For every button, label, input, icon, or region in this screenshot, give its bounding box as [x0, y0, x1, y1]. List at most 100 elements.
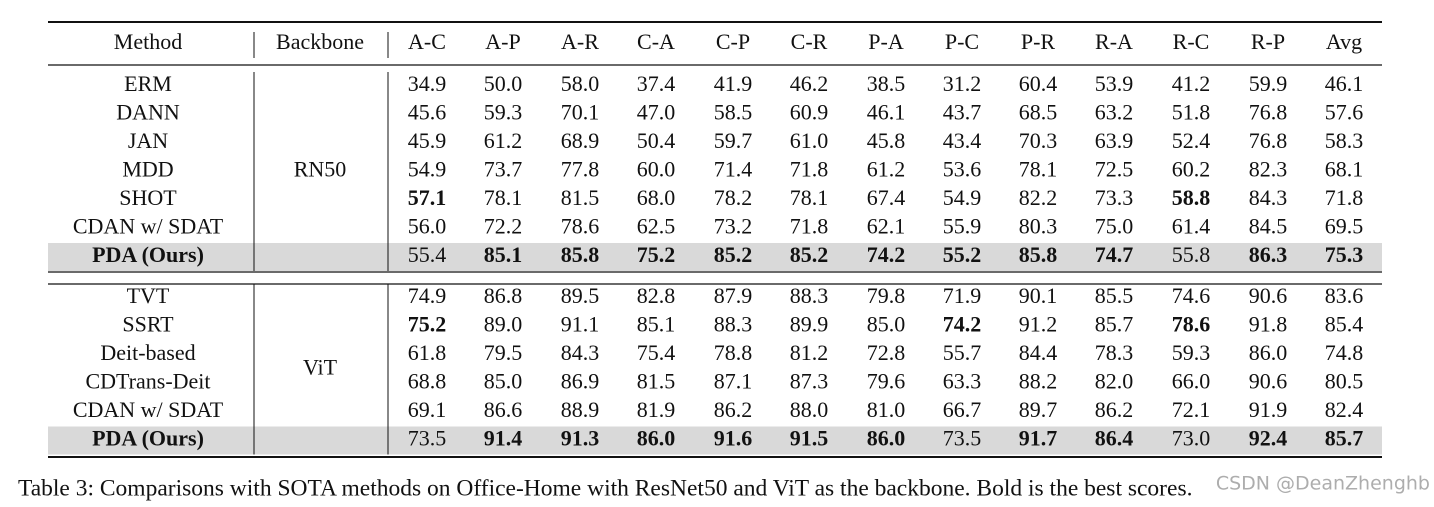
- score-cell: 60.9: [790, 100, 829, 125]
- score-cell: 75.3: [1325, 242, 1364, 267]
- score-cell: 62.1: [867, 214, 906, 239]
- score-cell: 68.5: [1019, 100, 1058, 125]
- score-cell: 52.4: [1172, 128, 1211, 153]
- score-cell: 51.8: [1172, 100, 1211, 125]
- score-cell: 89.7: [1019, 397, 1058, 422]
- score-cell: 57.6: [1325, 100, 1364, 125]
- method-cell: DANN: [116, 100, 180, 125]
- score-cell: 73.0: [1172, 426, 1211, 451]
- score-cell: 85.2: [714, 242, 753, 267]
- header-cell: Avg: [1326, 29, 1362, 54]
- header-cell: A-C: [408, 29, 446, 54]
- score-cell: 74.8: [1325, 340, 1364, 365]
- score-cell: 74.2: [867, 242, 906, 267]
- score-cell: 59.7: [714, 128, 753, 153]
- score-cell: 54.9: [408, 157, 447, 182]
- score-cell: 82.3: [1249, 157, 1288, 182]
- score-cell: 86.2: [714, 397, 753, 422]
- score-cell: 58.0: [561, 71, 600, 96]
- score-cell: 78.8: [714, 340, 753, 365]
- score-cell: 37.4: [637, 71, 676, 96]
- score-cell: 61.2: [484, 128, 523, 153]
- header-cell: Method: [114, 29, 182, 54]
- method-cell: Deit-based: [100, 340, 195, 365]
- score-cell: 75.2: [637, 242, 676, 267]
- score-cell: 86.0: [867, 426, 906, 451]
- score-cell: 55.4: [408, 242, 447, 267]
- header-cell: P-R: [1021, 29, 1056, 54]
- score-cell: 61.8: [408, 340, 447, 365]
- score-cell: 90.6: [1249, 283, 1288, 308]
- score-cell: 75.0: [1095, 214, 1134, 239]
- backbone-cell: ViT: [303, 354, 338, 379]
- score-cell: 81.2: [790, 340, 829, 365]
- score-cell: 78.2: [714, 185, 753, 210]
- score-cell: 55.9: [943, 214, 982, 239]
- score-cell: 78.6: [561, 214, 600, 239]
- score-cell: 87.9: [714, 283, 753, 308]
- score-cell: 86.4: [1095, 426, 1134, 451]
- backbone-cell: RN50: [294, 157, 347, 182]
- method-cell: ERM: [124, 71, 172, 96]
- score-cell: 57.1: [408, 185, 447, 210]
- score-cell: 80.3: [1019, 214, 1058, 239]
- score-cell: 78.1: [790, 185, 829, 210]
- score-cell: 41.2: [1172, 71, 1211, 96]
- score-cell: 62.5: [637, 214, 676, 239]
- score-cell: 61.0: [790, 128, 829, 153]
- method-cell: SSRT: [122, 312, 174, 337]
- score-cell: 58.8: [1172, 185, 1211, 210]
- score-cell: 74.2: [943, 312, 982, 337]
- header-cell: R-C: [1173, 29, 1210, 54]
- watermark: CSDN @DeanZhenghb: [1216, 473, 1430, 495]
- score-cell: 54.9: [943, 185, 982, 210]
- score-cell: 85.8: [1019, 242, 1058, 267]
- score-cell: 77.8: [561, 157, 600, 182]
- score-cell: 81.0: [867, 397, 906, 422]
- score-cell: 85.8: [561, 242, 600, 267]
- method-cell: CDAN w/ SDAT: [73, 397, 224, 422]
- score-cell: 46.2: [790, 71, 829, 96]
- header-cell: R-A: [1095, 29, 1133, 54]
- score-cell: 85.0: [867, 312, 906, 337]
- score-cell: 66.0: [1172, 369, 1211, 394]
- score-cell: 31.2: [943, 71, 982, 96]
- score-cell: 85.1: [637, 312, 676, 337]
- score-cell: 71.8: [790, 214, 829, 239]
- method-cell: SHOT: [119, 185, 177, 210]
- score-cell: 90.6: [1249, 369, 1288, 394]
- score-cell: 68.9: [561, 128, 600, 153]
- score-cell: 76.8: [1249, 128, 1288, 153]
- score-cell: 58.3: [1325, 128, 1364, 153]
- score-cell: 73.5: [408, 426, 447, 451]
- score-cell: 70.1: [561, 100, 600, 125]
- score-cell: 91.2: [1019, 312, 1058, 337]
- score-cell: 81.5: [637, 369, 676, 394]
- highlight-row: [48, 243, 1382, 271]
- score-cell: 60.4: [1019, 71, 1058, 96]
- score-cell: 73.3: [1095, 185, 1134, 210]
- caption: Table 3: Comparisons with SOTA methods o…: [18, 475, 1192, 501]
- score-cell: 70.3: [1019, 128, 1058, 153]
- score-cell: 82.4: [1325, 397, 1364, 422]
- score-cell: 38.5: [867, 71, 906, 96]
- score-cell: 68.8: [408, 369, 447, 394]
- score-cell: 76.8: [1249, 100, 1288, 125]
- score-cell: 61.4: [1172, 214, 1211, 239]
- score-cell: 78.1: [1019, 157, 1058, 182]
- score-cell: 88.0: [790, 397, 829, 422]
- score-cell: 88.3: [714, 312, 753, 337]
- score-cell: 81.5: [561, 185, 600, 210]
- method-cell: PDA (Ours): [92, 242, 204, 267]
- score-cell: 74.7: [1095, 242, 1134, 267]
- score-cell: 55.7: [943, 340, 982, 365]
- score-cell: 63.2: [1095, 100, 1134, 125]
- score-cell: 85.4: [1325, 312, 1364, 337]
- score-cell: 75.4: [637, 340, 676, 365]
- score-cell: 43.4: [943, 128, 982, 153]
- score-cell: 59.3: [484, 100, 523, 125]
- header-cell: A-P: [485, 29, 520, 54]
- score-cell: 75.2: [408, 312, 447, 337]
- score-cell: 84.3: [1249, 185, 1288, 210]
- score-cell: 58.5: [714, 100, 753, 125]
